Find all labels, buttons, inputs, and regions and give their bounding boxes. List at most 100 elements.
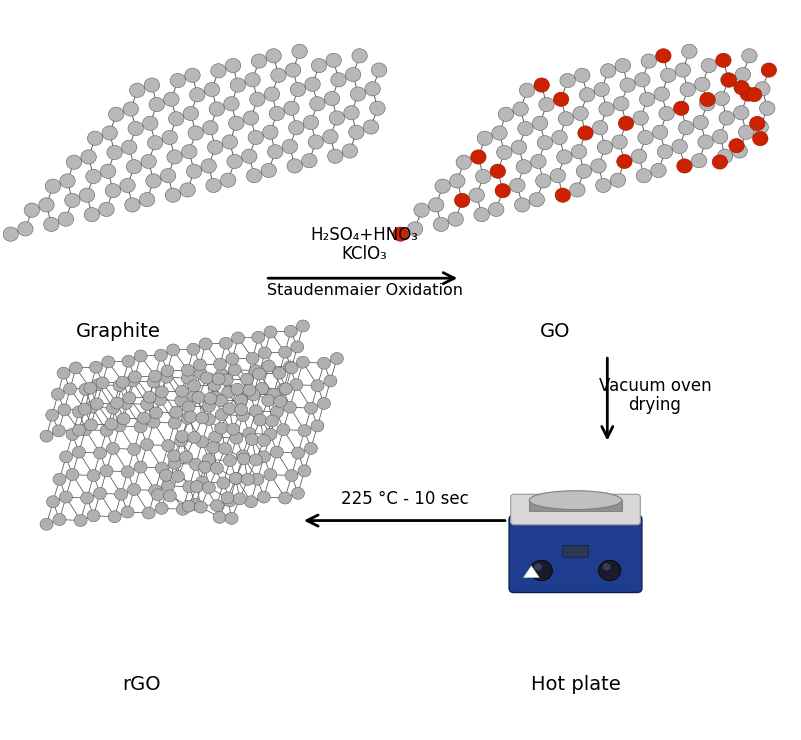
- Circle shape: [96, 377, 109, 389]
- Circle shape: [99, 202, 115, 217]
- Circle shape: [495, 184, 510, 198]
- Circle shape: [92, 379, 105, 391]
- Circle shape: [739, 125, 754, 139]
- Circle shape: [243, 384, 256, 396]
- Circle shape: [117, 413, 130, 425]
- Circle shape: [656, 49, 671, 63]
- Circle shape: [116, 376, 129, 388]
- Circle shape: [312, 58, 327, 73]
- Circle shape: [231, 383, 244, 395]
- Circle shape: [429, 198, 444, 212]
- Circle shape: [183, 107, 199, 121]
- Circle shape: [102, 126, 118, 140]
- Circle shape: [155, 349, 167, 361]
- Circle shape: [73, 406, 86, 418]
- Circle shape: [154, 394, 167, 406]
- Circle shape: [753, 120, 768, 134]
- Circle shape: [365, 81, 380, 96]
- Circle shape: [296, 320, 309, 332]
- Circle shape: [91, 398, 103, 410]
- Circle shape: [215, 369, 228, 380]
- Circle shape: [215, 395, 227, 407]
- Circle shape: [189, 499, 202, 511]
- Circle shape: [284, 401, 296, 413]
- Circle shape: [105, 184, 121, 198]
- FancyBboxPatch shape: [509, 515, 642, 593]
- Circle shape: [714, 92, 730, 106]
- Circle shape: [530, 560, 553, 581]
- Circle shape: [46, 409, 58, 421]
- Circle shape: [143, 391, 156, 403]
- Circle shape: [130, 83, 145, 98]
- Circle shape: [342, 144, 357, 158]
- Circle shape: [252, 332, 265, 343]
- Polygon shape: [523, 566, 539, 577]
- Circle shape: [345, 67, 360, 81]
- Circle shape: [220, 374, 233, 386]
- Circle shape: [641, 54, 657, 68]
- Circle shape: [208, 379, 221, 391]
- Circle shape: [143, 507, 155, 519]
- Circle shape: [184, 411, 197, 423]
- Circle shape: [221, 492, 234, 504]
- Circle shape: [243, 428, 256, 440]
- Circle shape: [141, 398, 154, 411]
- Circle shape: [207, 442, 219, 454]
- Circle shape: [264, 468, 277, 480]
- Circle shape: [285, 362, 298, 374]
- Circle shape: [471, 150, 486, 164]
- Circle shape: [194, 501, 207, 513]
- Circle shape: [187, 431, 201, 443]
- Circle shape: [348, 125, 364, 139]
- Circle shape: [304, 402, 317, 414]
- Circle shape: [122, 140, 137, 155]
- Circle shape: [610, 173, 626, 187]
- Circle shape: [279, 346, 292, 358]
- Circle shape: [617, 155, 632, 169]
- Circle shape: [284, 361, 296, 373]
- Circle shape: [151, 489, 164, 501]
- Circle shape: [296, 356, 309, 369]
- Circle shape: [246, 434, 259, 445]
- Circle shape: [372, 63, 387, 77]
- Circle shape: [735, 67, 751, 81]
- Circle shape: [534, 78, 549, 92]
- Circle shape: [352, 49, 368, 63]
- Circle shape: [509, 178, 525, 192]
- Circle shape: [317, 397, 331, 409]
- Circle shape: [147, 135, 163, 150]
- Circle shape: [181, 364, 194, 376]
- Circle shape: [207, 140, 223, 155]
- Circle shape: [539, 98, 554, 112]
- Circle shape: [119, 397, 132, 409]
- Circle shape: [615, 58, 630, 73]
- Circle shape: [323, 130, 338, 144]
- Circle shape: [256, 383, 269, 394]
- Circle shape: [534, 563, 542, 571]
- Circle shape: [249, 454, 263, 466]
- Circle shape: [596, 178, 611, 192]
- Circle shape: [209, 102, 224, 116]
- Circle shape: [231, 332, 244, 344]
- Circle shape: [654, 87, 670, 101]
- Circle shape: [40, 430, 53, 442]
- Circle shape: [285, 470, 298, 482]
- Circle shape: [324, 92, 340, 106]
- Circle shape: [680, 82, 695, 97]
- Circle shape: [121, 506, 134, 518]
- Circle shape: [147, 376, 160, 388]
- Circle shape: [100, 425, 113, 437]
- Circle shape: [266, 415, 279, 427]
- Circle shape: [162, 480, 175, 492]
- Circle shape: [203, 482, 215, 494]
- Circle shape: [229, 472, 242, 485]
- Circle shape: [170, 73, 186, 87]
- Circle shape: [282, 139, 297, 154]
- Circle shape: [331, 352, 344, 365]
- Circle shape: [304, 115, 319, 130]
- Circle shape: [155, 502, 168, 514]
- Circle shape: [74, 514, 87, 526]
- Circle shape: [123, 102, 139, 116]
- Circle shape: [612, 135, 627, 149]
- Circle shape: [254, 414, 267, 426]
